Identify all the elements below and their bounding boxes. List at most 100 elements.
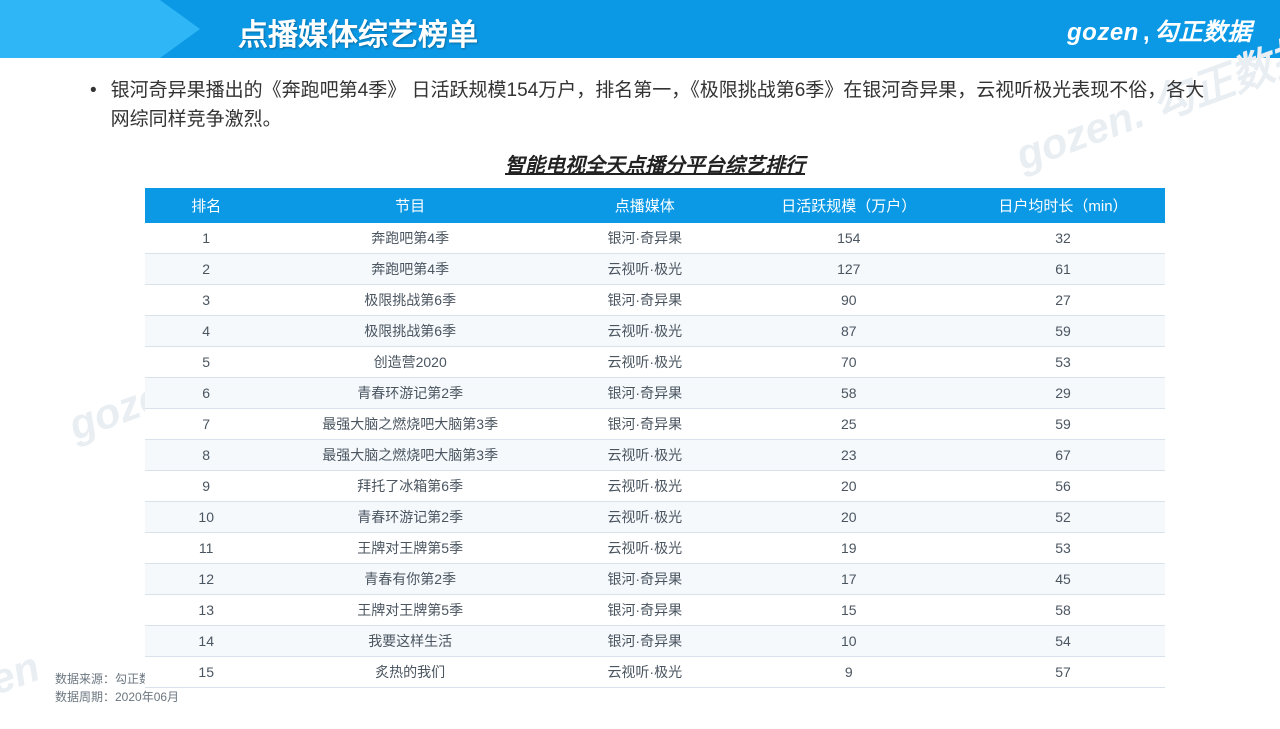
table-cell: 极限挑战第6季 [267, 284, 553, 315]
table-cell: 银河·奇异果 [553, 625, 737, 656]
table-cell: 奔跑吧第4季 [267, 223, 553, 254]
table-header-row: 排名 节目 点播媒体 日活跃规模（万户） 日户均时长（min） [145, 188, 1165, 223]
table-row: 6青春环游记第2季银河·奇异果5829 [145, 377, 1165, 408]
table-cell: 奔跑吧第4季 [267, 253, 553, 284]
table-cell: 银河·奇异果 [553, 594, 737, 625]
table-cell: 4 [145, 315, 267, 346]
table-title: 智能电视全天点播分平台综艺排行 [90, 149, 1220, 178]
table-cell: 23 [737, 439, 961, 470]
table-cell: 银河·奇异果 [553, 563, 737, 594]
table-row: 8最强大脑之燃烧吧大脑第3季云视听·极光2367 [145, 439, 1165, 470]
table-cell: 12 [145, 563, 267, 594]
brand-cn: 勾正数据 [1154, 12, 1252, 47]
col-dau: 日活跃规模（万户） [737, 188, 961, 223]
table-cell: 19 [737, 532, 961, 563]
table-cell: 20 [737, 501, 961, 532]
table-cell: 王牌对王牌第5季 [267, 532, 553, 563]
table-cell: 最强大脑之燃烧吧大脑第3季 [267, 408, 553, 439]
table-cell: 银河·奇异果 [553, 377, 737, 408]
table-cell: 拜托了冰箱第6季 [267, 470, 553, 501]
table-cell: 59 [961, 408, 1165, 439]
table-cell: 炙热的我们 [267, 656, 553, 687]
table-cell: 云视听·极光 [553, 470, 737, 501]
table-row: 2奔跑吧第4季云视听·极光12761 [145, 253, 1165, 284]
table-cell: 15 [145, 656, 267, 687]
table-row: 5创造营2020云视听·极光7053 [145, 346, 1165, 377]
table-cell: 极限挑战第6季 [267, 315, 553, 346]
table-cell: 云视听·极光 [553, 439, 737, 470]
table-cell: 银河·奇异果 [553, 284, 737, 315]
ranking-table: 排名 节目 点播媒体 日活跃规模（万户） 日户均时长（min） 1奔跑吧第4季银… [145, 188, 1165, 688]
table-cell: 154 [737, 223, 961, 254]
table-cell: 2 [145, 253, 267, 284]
summary-text: 银河奇异果播出的《奔跑吧第4季》 日活跃规模154万户，排名第一，《极限挑战第6… [111, 76, 1220, 135]
table-cell: 我要这样生活 [267, 625, 553, 656]
table-body: 1奔跑吧第4季银河·奇异果154322奔跑吧第4季云视听·极光127613极限挑… [145, 223, 1165, 688]
col-program: 节目 [267, 188, 553, 223]
table-cell: 11 [145, 532, 267, 563]
page-title: 点播媒体综艺榜单 [238, 10, 478, 54]
table-row: 13王牌对王牌第5季银河·奇异果1558 [145, 594, 1165, 625]
col-platform: 点播媒体 [553, 188, 737, 223]
table-cell: 27 [961, 284, 1165, 315]
table-cell: 45 [961, 563, 1165, 594]
col-duration: 日户均时长（min） [961, 188, 1165, 223]
header-bar: 点播媒体综艺榜单 gozen, 勾正数据 [0, 0, 1280, 58]
table-cell: 54 [961, 625, 1165, 656]
table-cell: 70 [737, 346, 961, 377]
summary-bullet: • 银河奇异果播出的《奔跑吧第4季》 日活跃规模154万户，排名第一，《极限挑战… [90, 76, 1220, 135]
table-cell: 云视听·极光 [553, 501, 737, 532]
table-row: 14我要这样生活银河·奇异果1054 [145, 625, 1165, 656]
table-cell: 青春环游记第2季 [267, 377, 553, 408]
table-cell: 云视听·极光 [553, 315, 737, 346]
table-cell: 9 [737, 656, 961, 687]
table-cell: 银河·奇异果 [553, 223, 737, 254]
brand-en: gozen [1067, 19, 1139, 47]
table-cell: 127 [737, 253, 961, 284]
header-accent-shape [0, 0, 200, 58]
table-row: 12青春有你第2季银河·奇异果1745 [145, 563, 1165, 594]
table-cell: 17 [737, 563, 961, 594]
table-cell: 8 [145, 439, 267, 470]
table-cell: 61 [961, 253, 1165, 284]
table-cell: 云视听·极光 [553, 253, 737, 284]
table-cell: 56 [961, 470, 1165, 501]
table-cell: 53 [961, 532, 1165, 563]
table-cell: 云视听·极光 [553, 532, 737, 563]
table-cell: 10 [145, 501, 267, 532]
table-cell: 10 [737, 625, 961, 656]
table-cell: 6 [145, 377, 267, 408]
table-cell: 5 [145, 346, 267, 377]
table-cell: 青春有你第2季 [267, 563, 553, 594]
table-cell: 87 [737, 315, 961, 346]
table-cell: 3 [145, 284, 267, 315]
col-rank: 排名 [145, 188, 267, 223]
table-row: 1奔跑吧第4季银河·奇异果15432 [145, 223, 1165, 254]
table-cell: 25 [737, 408, 961, 439]
table-cell: 52 [961, 501, 1165, 532]
table-cell: 14 [145, 625, 267, 656]
table-cell: 银河·奇异果 [553, 408, 737, 439]
table-cell: 58 [737, 377, 961, 408]
table-cell: 57 [961, 656, 1165, 687]
table-cell: 15 [737, 594, 961, 625]
table-cell: 59 [961, 315, 1165, 346]
content-area: • 银河奇异果播出的《奔跑吧第4季》 日活跃规模154万户，排名第一，《极限挑战… [0, 58, 1280, 688]
table-cell: 创造营2020 [267, 346, 553, 377]
table-cell: 32 [961, 223, 1165, 254]
table-cell: 云视听·极光 [553, 346, 737, 377]
table-row: 4极限挑战第6季云视听·极光8759 [145, 315, 1165, 346]
table-cell: 58 [961, 594, 1165, 625]
table-cell: 青春环游记第2季 [267, 501, 553, 532]
table-row: 10青春环游记第2季云视听·极光2052 [145, 501, 1165, 532]
table-cell: 29 [961, 377, 1165, 408]
table-cell: 9 [145, 470, 267, 501]
table-row: 15炙热的我们云视听·极光957 [145, 656, 1165, 687]
table-row: 7最强大脑之燃烧吧大脑第3季银河·奇异果2559 [145, 408, 1165, 439]
data-period: 数据周期：2020年06月 [55, 688, 340, 706]
table-row: 11王牌对王牌第5季云视听·极光1953 [145, 532, 1165, 563]
table-cell: 1 [145, 223, 267, 254]
table-cell: 67 [961, 439, 1165, 470]
brand-logo: gozen, 勾正数据 [1067, 12, 1252, 47]
table-row: 9拜托了冰箱第6季云视听·极光2056 [145, 470, 1165, 501]
